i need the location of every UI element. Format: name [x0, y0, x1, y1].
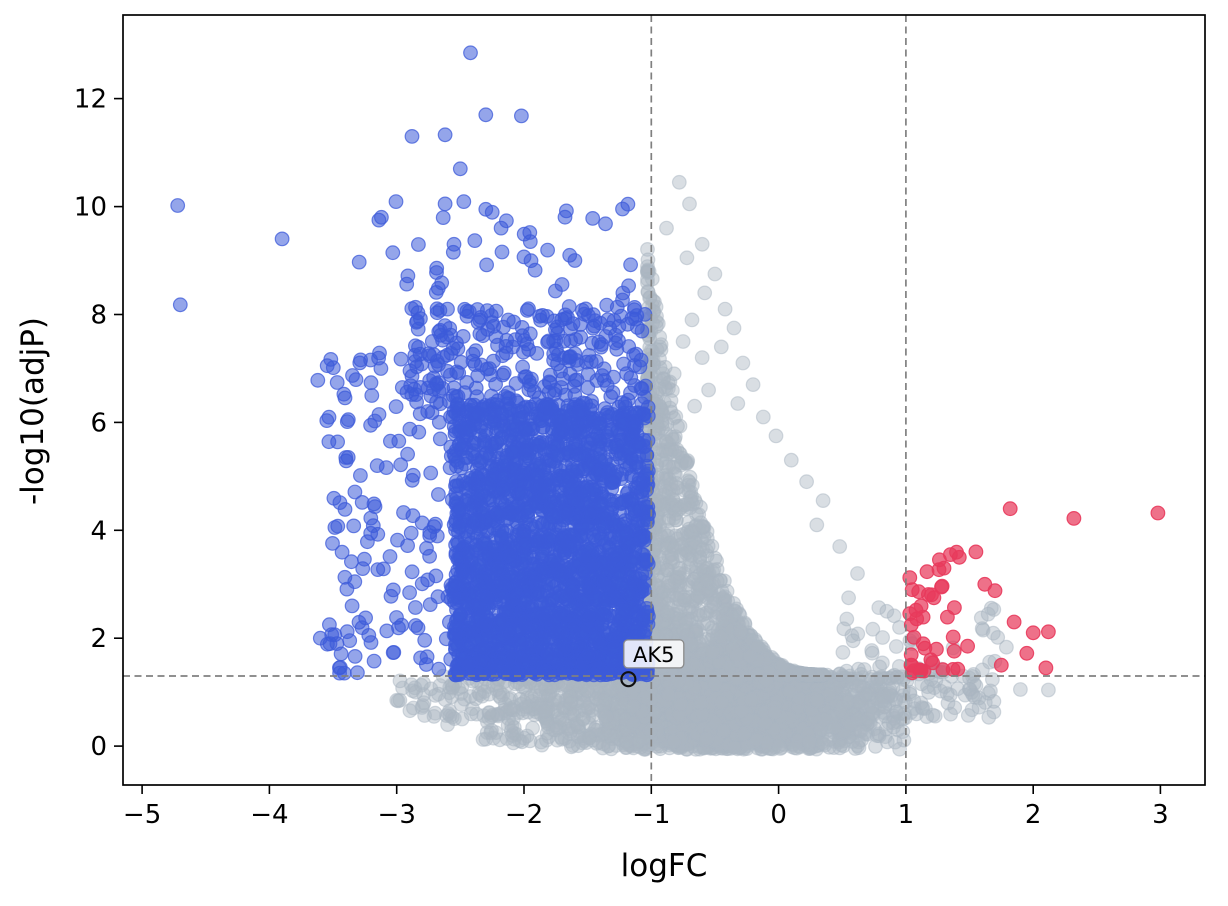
x-axis-label: logFC: [620, 848, 708, 884]
y-tick-label: 8: [90, 301, 107, 331]
annotation-label-text: AK5: [633, 643, 675, 667]
x-tick-label: 3: [1152, 800, 1169, 830]
y-axis-ticks: 0 2 4 6 8 10 12: [74, 85, 123, 762]
annotated-point: [620, 671, 637, 688]
x-tick-label: −2: [505, 800, 543, 830]
series-up-significant-points: [902, 501, 1166, 681]
y-tick-label: 0: [90, 732, 107, 762]
threshold-lines: [123, 15, 1205, 785]
series-down-significant-points: [170, 45, 656, 683]
x-tick-label: −3: [378, 800, 416, 830]
plot-border: [122, 14, 1206, 786]
x-tick-label: −4: [250, 800, 288, 830]
y-tick-label: 2: [90, 624, 107, 654]
y-axis-label: -log10(adjP): [15, 316, 51, 506]
x-tick-label: −1: [632, 800, 670, 830]
x-tick-label: 2: [1025, 800, 1042, 830]
x-axis-ticks: −5 −4 −3 −2 −1 0 1 2 3: [123, 785, 1169, 830]
y-tick-label: 10: [74, 193, 107, 223]
y-tick-label: 6: [90, 408, 107, 438]
x-tick-label: 0: [770, 800, 787, 830]
y-tick-label: 4: [90, 516, 107, 546]
y-tick-label: 12: [74, 85, 107, 115]
annotation-ak5: AK5: [620, 639, 685, 688]
x-tick-label: −5: [123, 800, 161, 830]
annotation-label-box: [623, 639, 685, 669]
x-tick-label: 1: [898, 800, 915, 830]
